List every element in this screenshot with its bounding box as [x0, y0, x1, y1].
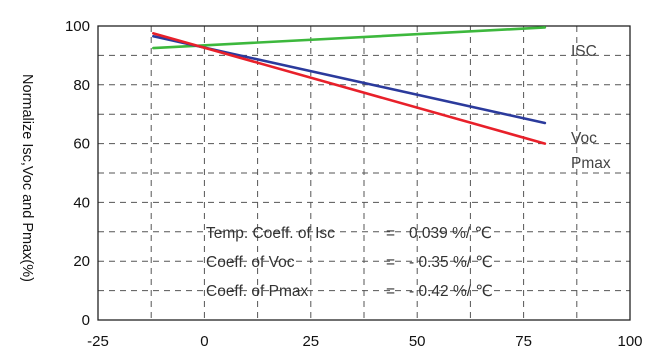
series-lines [152, 26, 547, 145]
y-tick-label: 100 [65, 18, 90, 35]
x-tick-label: 100 [617, 333, 642, 350]
annotation-voc-eq: = [386, 254, 395, 271]
annotation-pmax-value: - 0.42 %/ ℃ [409, 283, 493, 300]
annotation-pmax-label: Coeff. of Pmax [206, 283, 308, 300]
x-tick-label: 25 [302, 333, 319, 350]
annotation-isc-eq: = [386, 225, 395, 242]
x-tick-label: 50 [409, 333, 426, 350]
annotation-isc-label: Temp. Coeff. of Isc [206, 225, 335, 242]
plot-frame [97, 25, 631, 321]
series-label-isc: ISC [571, 43, 597, 60]
series-line-pmax [152, 32, 547, 145]
x-tick-label: 0 [200, 333, 208, 350]
plot-border [97, 25, 631, 321]
y-axis-label: Normalize Isc,Voc and Pmax(%) [19, 74, 35, 282]
y-tick-label: 40 [73, 194, 90, 211]
coefficient-annotations: Temp. Coeff. of Isc = 0.039 %/ ℃ Coeff. … [206, 225, 493, 300]
y-tick-label: 0 [82, 312, 90, 329]
annotation-voc-value: - 0.35 %/ ℃ [409, 254, 493, 271]
grid [98, 26, 630, 320]
series-line-isc [152, 26, 547, 50]
annotation-pmax-eq: = [386, 283, 395, 300]
annotation-voc-label: Coeff. of Voc [206, 254, 295, 271]
y-tick-label: 60 [73, 136, 90, 153]
series-label-pmax: Pmax [571, 155, 611, 172]
y-tick-label: 20 [73, 253, 90, 270]
tick-labels: -25 0 25 50 75 100 0 20 40 60 80 100 [65, 18, 643, 350]
x-tick-label: -25 [87, 333, 109, 350]
series-label-voc: Voc [571, 130, 597, 147]
x-tick-label: 75 [515, 333, 532, 350]
annotation-isc-value: 0.039 %/ ℃ [409, 225, 492, 242]
y-tick-label: 80 [73, 77, 90, 94]
